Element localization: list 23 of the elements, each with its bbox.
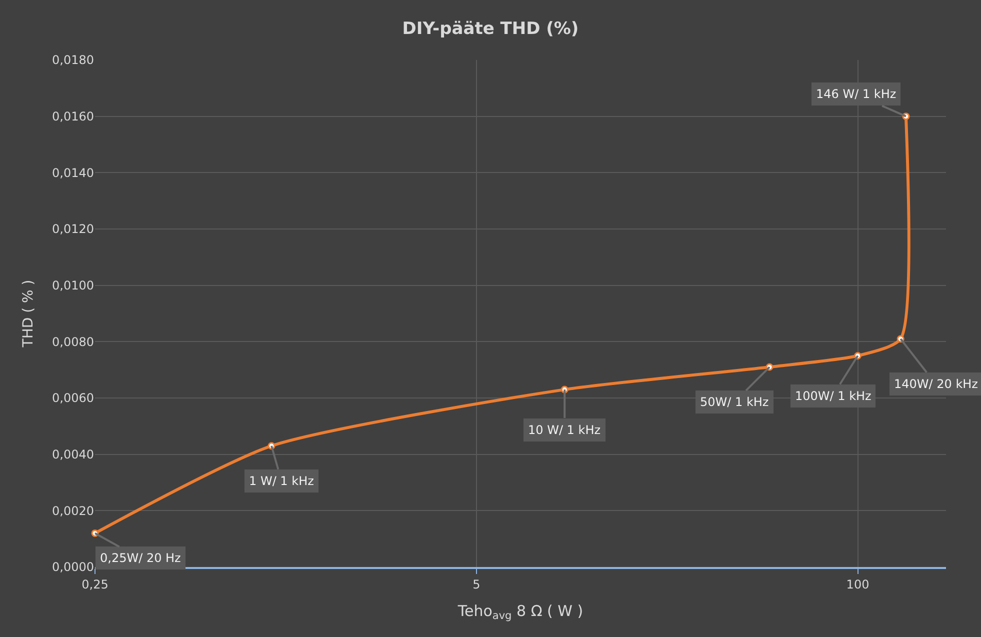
y-tick-label: 0,0020 xyxy=(52,504,94,518)
annotation: 10 W/ 1 kHz xyxy=(528,423,601,437)
y-tick-label: 0,0120 xyxy=(52,222,94,236)
y-tick-label: 0,0060 xyxy=(52,391,94,406)
y-tick-label: 0,0100 xyxy=(52,278,94,293)
annotation: 100W/ 1 kHz xyxy=(795,389,872,403)
chart-title: DIY-pääte THD (%) xyxy=(402,19,579,40)
x-tick-label: 5 xyxy=(472,577,480,592)
annotation: 50W/ 1 kHz xyxy=(700,395,769,409)
y-tick-label: 0,0140 xyxy=(52,166,94,180)
y-axis-title: THD ( % ) xyxy=(20,280,37,348)
y-tick-label: 0,0180 xyxy=(52,53,94,68)
y-tick-label: 0,0160 xyxy=(52,110,94,124)
annotation: 146 W/ 1 kHz xyxy=(816,87,896,101)
x-tick-label: 0,25 xyxy=(82,577,108,592)
annotation: 0,25W/ 20 Hz xyxy=(100,551,181,565)
x-tick-label: 100 xyxy=(846,577,870,592)
y-tick-label: 0,0000 xyxy=(52,560,94,574)
annotation: 140W/ 20 kHz xyxy=(894,377,978,391)
annotation: 1 W/ 1 kHz xyxy=(249,474,314,488)
y-tick-label: 0,0040 xyxy=(52,448,94,462)
x-axis-title: Teho$_{avg}$ 8 Ω ( W ) xyxy=(456,602,584,622)
y-tick-label: 0,0080 xyxy=(52,334,94,349)
